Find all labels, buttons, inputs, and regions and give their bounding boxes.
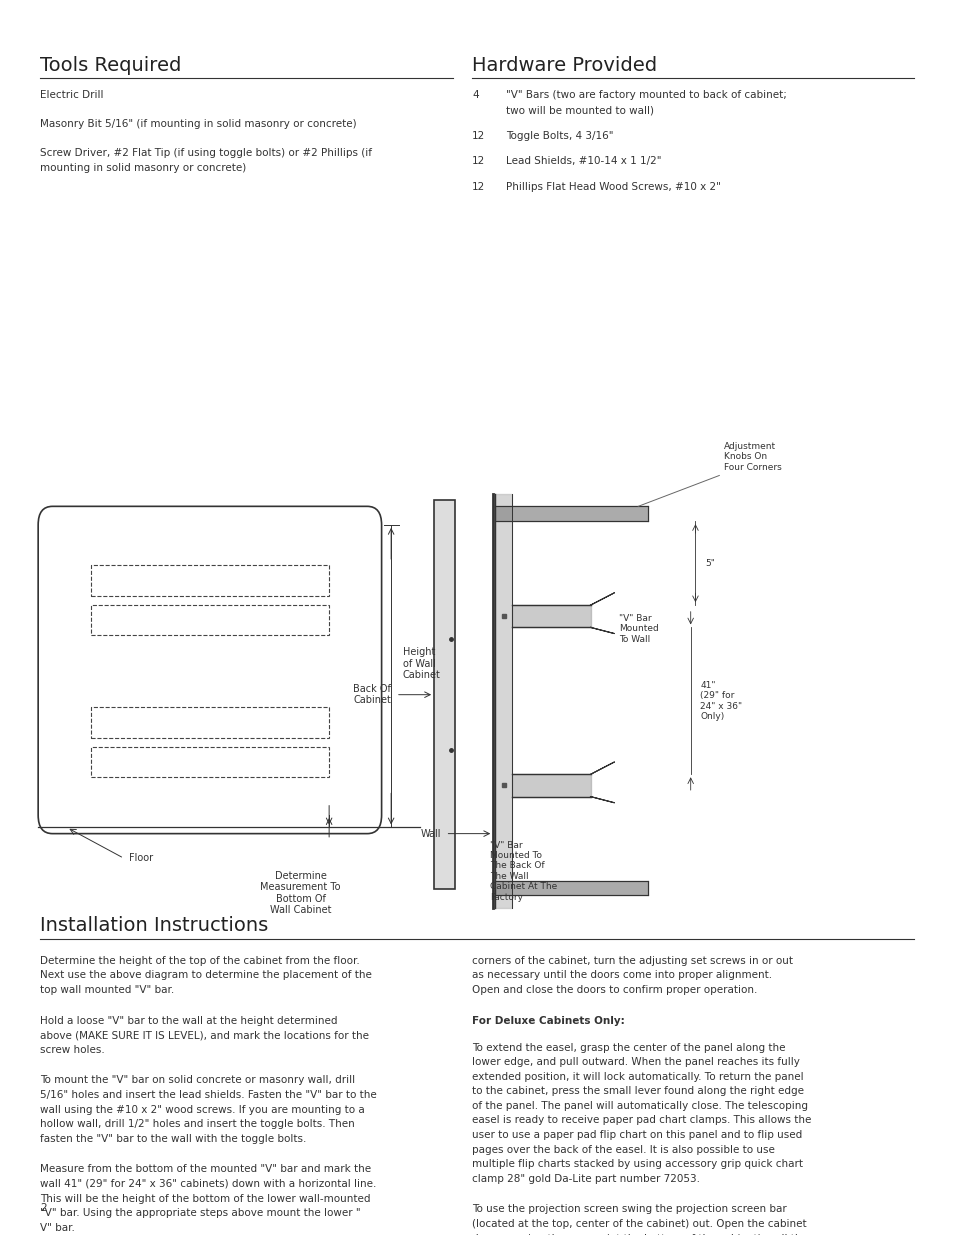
Bar xyxy=(434,500,455,889)
Text: wall 41" (29" for 24" x 36" cabinets) down with a horizontal line.: wall 41" (29" for 24" x 36" cabinets) do… xyxy=(40,1179,376,1189)
Text: Lead Shields, #10-14 x 1 1/2": Lead Shields, #10-14 x 1 1/2" xyxy=(505,157,660,167)
Bar xyxy=(91,605,329,636)
Text: Floor: Floor xyxy=(129,853,152,863)
Text: To extend the easel, grasp the center of the panel along the: To extend the easel, grasp the center of… xyxy=(472,1042,785,1052)
Text: Electric Drill: Electric Drill xyxy=(40,90,104,100)
Bar xyxy=(91,706,329,739)
Text: as necessary until the doors come into proper alignment.: as necessary until the doors come into p… xyxy=(472,971,772,981)
Text: corners of the cabinet, turn the adjusting set screws in or out: corners of the cabinet, turn the adjusti… xyxy=(472,956,792,966)
Text: Back Of
Cabinet: Back Of Cabinet xyxy=(353,684,391,705)
Text: lower edge, and pull outward. When the panel reaches its fully: lower edge, and pull outward. When the p… xyxy=(472,1057,800,1067)
Bar xyxy=(91,566,329,597)
Text: Wall: Wall xyxy=(420,829,440,839)
Text: Toggle Bolts, 4 3/16": Toggle Bolts, 4 3/16" xyxy=(505,131,613,141)
Text: "V" Bars (two are factory mounted to back of cabinet;: "V" Bars (two are factory mounted to bac… xyxy=(505,90,785,100)
Text: to the cabinet, press the small lever found along the right edge: to the cabinet, press the small lever fo… xyxy=(472,1087,803,1097)
Text: Tools Required: Tools Required xyxy=(40,56,181,74)
Text: 41"
(29" for
24" x 36"
Only): 41" (29" for 24" x 36" Only) xyxy=(700,680,741,721)
Text: Phillips Flat Head Wood Screws, #10 x 2": Phillips Flat Head Wood Screws, #10 x 2" xyxy=(505,182,720,191)
Text: (located at the top, center of the cabinet) out. Open the cabinet: (located at the top, center of the cabin… xyxy=(472,1219,806,1229)
Text: 12: 12 xyxy=(472,157,485,167)
Text: "V" bar. Using the appropriate steps above mount the lower ": "V" bar. Using the appropriate steps abo… xyxy=(40,1208,360,1218)
Text: mounting in solid masonry or concrete): mounting in solid masonry or concrete) xyxy=(40,163,246,173)
Text: 2: 2 xyxy=(40,1203,47,1213)
Text: "V" Bar
Mounted To
The Back Of
The Wall
Cabinet At The
Factory: "V" Bar Mounted To The Back Of The Wall … xyxy=(490,841,557,902)
Text: 12: 12 xyxy=(472,182,485,191)
Text: clamp 28" gold Da-Lite part number 72053.: clamp 28" gold Da-Lite part number 72053… xyxy=(472,1173,700,1183)
Text: Height
of Wall
Cabinet: Height of Wall Cabinet xyxy=(402,647,440,680)
Text: multiple flip charts stacked by using accessory grip quick chart: multiple flip charts stacked by using ac… xyxy=(472,1160,802,1170)
Text: 5": 5" xyxy=(704,558,714,568)
FancyBboxPatch shape xyxy=(38,506,381,834)
Text: Open and close the doors to confirm proper operation.: Open and close the doors to confirm prop… xyxy=(472,986,757,995)
Text: above (MAKE SURE IT IS LEVEL), and mark the locations for the: above (MAKE SURE IT IS LEVEL), and mark … xyxy=(40,1030,369,1040)
Text: fasten the "V" bar to the wall with the toggle bolts.: fasten the "V" bar to the wall with the … xyxy=(40,1134,306,1144)
Text: wall using the #10 x 2" wood screws. If you are mounting to a: wall using the #10 x 2" wood screws. If … xyxy=(40,1104,364,1114)
Text: Next use the above diagram to determine the placement of the: Next use the above diagram to determine … xyxy=(40,971,372,981)
Text: user to use a paper pad flip chart on this panel and to flip used: user to use a paper pad flip chart on th… xyxy=(472,1130,801,1140)
Text: Installation Instructions: Installation Instructions xyxy=(40,916,268,935)
Text: Masonry Bit 5/16" (if mounting in solid masonry or concrete): Masonry Bit 5/16" (if mounting in solid … xyxy=(40,119,356,128)
Text: extended position, it will lock automatically. To return the panel: extended position, it will lock automati… xyxy=(472,1072,803,1082)
Text: of the panel. The panel will automatically close. The telescoping: of the panel. The panel will automatical… xyxy=(472,1100,807,1110)
Text: top wall mounted "V" bar.: top wall mounted "V" bar. xyxy=(40,986,174,995)
Text: Measure from the bottom of the mounted "V" bar and mark the: Measure from the bottom of the mounted "… xyxy=(40,1165,371,1174)
Text: Hardware Provided: Hardware Provided xyxy=(472,56,657,74)
Bar xyxy=(91,746,329,778)
Text: Determine
Measurement To
Bottom Of
Wall Cabinet: Determine Measurement To Bottom Of Wall … xyxy=(260,871,340,915)
Text: 5/16" holes and insert the lead shields. Fasten the "V" bar to the: 5/16" holes and insert the lead shields.… xyxy=(40,1091,376,1100)
Text: easel is ready to receive paper pad chart clamps. This allows the: easel is ready to receive paper pad char… xyxy=(472,1115,811,1125)
Text: Determine the height of the top of the cabinet from the floor.: Determine the height of the top of the c… xyxy=(40,956,359,966)
Text: This will be the height of the bottom of the lower wall-mounted: This will be the height of the bottom of… xyxy=(40,1193,370,1203)
Text: hollow wall, drill 1/2" holes and insert the toggle bolts. Then: hollow wall, drill 1/2" holes and insert… xyxy=(40,1119,355,1129)
Text: 12: 12 xyxy=(472,131,485,141)
Text: To use the projection screen swing the projection screen bar: To use the projection screen swing the p… xyxy=(472,1204,786,1214)
Text: two will be mounted to wall): two will be mounted to wall) xyxy=(505,106,653,116)
Text: To mount the "V" bar on solid concrete or masonry wall, drill: To mount the "V" bar on solid concrete o… xyxy=(40,1076,355,1086)
Text: V" bar.: V" bar. xyxy=(40,1223,75,1233)
Text: 4: 4 xyxy=(472,90,478,100)
Text: Adjustment
Knobs On
Four Corners: Adjustment Knobs On Four Corners xyxy=(723,442,781,472)
Text: Hold a loose "V" bar to the wall at the height determined: Hold a loose "V" bar to the wall at the … xyxy=(40,1015,337,1025)
Text: pages over the back of the easel. It is also possible to use: pages over the back of the easel. It is … xyxy=(472,1145,774,1155)
Text: door covering the screen (at the bottom of the cabinet), pull the: door covering the screen (at the bottom … xyxy=(472,1234,807,1235)
Text: screw holes.: screw holes. xyxy=(40,1045,105,1055)
Text: Screw Driver, #2 Flat Tip (if using toggle bolts) or #2 Phillips (if: Screw Driver, #2 Flat Tip (if using togg… xyxy=(40,148,372,158)
Text: "V" Bar
Mounted
To Wall: "V" Bar Mounted To Wall xyxy=(618,614,659,643)
Text: For Deluxe Cabinets Only:: For Deluxe Cabinets Only: xyxy=(472,1015,624,1025)
